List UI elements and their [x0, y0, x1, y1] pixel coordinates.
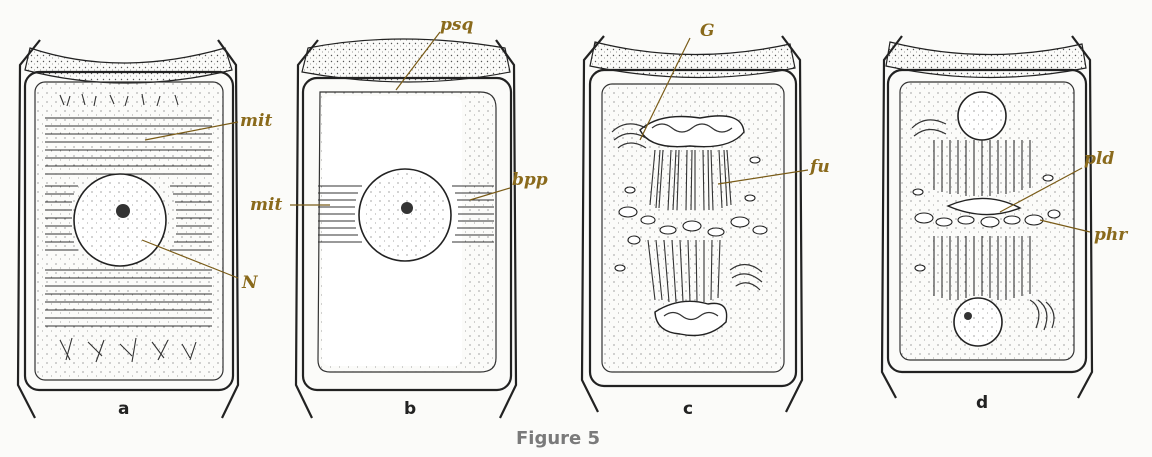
panel-a: mit N a — [16, 39, 272, 419]
chromosome-mass-top — [639, 115, 745, 148]
spindle-fibres-bottom — [647, 239, 721, 303]
label-psq: psq — [440, 15, 473, 35]
label-phr: phr — [1094, 225, 1128, 245]
panel-letter-b: b — [404, 399, 416, 419]
panel-b: psq mit bpp b — [250, 15, 548, 419]
phragmoplast-fibres-top — [933, 140, 1031, 196]
label-mit-b: mit — [250, 195, 282, 215]
golgi-d — [911, 119, 947, 137]
figure-caption: Figure 5 — [516, 428, 600, 449]
chromosome-mass-bottom — [654, 300, 728, 337]
phragmoplast-fibres-bottom — [933, 236, 1031, 300]
label-G: G — [700, 21, 715, 41]
vesicles-d — [912, 174, 1061, 272]
label-mit-a: mit — [240, 111, 272, 131]
microtubule-bands-a — [45, 117, 212, 327]
vesicles-c — [614, 156, 768, 272]
panel-letter-d: d — [976, 393, 988, 413]
preprophase-band — [318, 185, 494, 243]
panel-d: pld phr d — [880, 35, 1128, 413]
label-bpp: bpp — [512, 170, 548, 190]
label-pld: pld — [1084, 149, 1114, 169]
label-fu: fu — [809, 157, 830, 177]
panel-letter-a: a — [118, 399, 129, 419]
panel-c: G fu c — [580, 21, 830, 419]
golgi-c — [611, 123, 647, 149]
panel-letter-c: c — [683, 399, 693, 419]
label-N: N — [241, 273, 259, 293]
nucleolus-b — [401, 202, 413, 214]
nucleolus-a — [116, 204, 130, 218]
spindle-fibres-top — [649, 149, 732, 211]
